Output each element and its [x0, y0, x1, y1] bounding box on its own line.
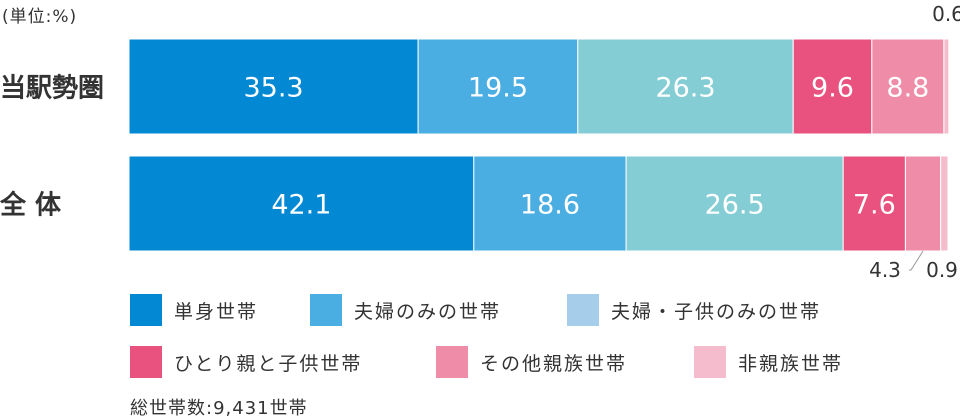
bar-segment	[473, 155, 627, 252]
category-label: 全 体	[0, 190, 62, 221]
data-label: 18.6	[520, 190, 580, 221]
legend-swatch	[436, 346, 468, 378]
data-label: 42.1	[271, 190, 331, 221]
legend-label: 単身世帯	[174, 300, 259, 323]
unit-label: (単位:%)	[2, 7, 78, 27]
leader-line	[909, 250, 924, 271]
bar-segment	[792, 38, 873, 135]
bar-segment	[625, 155, 844, 252]
legend-item-couple: 夫婦のみの世帯	[310, 294, 501, 326]
data-label: 35.3	[243, 73, 303, 104]
legend-label: 非親族世帯	[738, 352, 844, 375]
bar-segment	[128, 155, 475, 252]
legend-item-non-relatives: 非親族世帯	[694, 346, 843, 378]
data-label: 0.6	[932, 2, 960, 26]
data-label: 8.8	[886, 73, 929, 104]
category-label: 当駅勢圏	[0, 74, 104, 104]
legend-item-couple-children: 夫婦・子供のみの世帯	[567, 294, 821, 326]
legend-label: その他親族世帯	[480, 352, 628, 375]
bar-segment	[904, 155, 942, 252]
data-label: 7.6	[853, 190, 896, 221]
data-label: 26.3	[655, 73, 715, 104]
legend-swatch	[130, 294, 162, 326]
legend-swatch	[694, 346, 726, 378]
data-label: 0.9	[926, 258, 958, 282]
bar-segment	[940, 155, 949, 252]
bar-segment	[128, 38, 419, 135]
total-households-note: 総世帯数:9,431世帯	[130, 398, 308, 419]
data-label: 19.5	[468, 73, 528, 104]
data-label: 9.6	[811, 73, 854, 104]
legend-label: ひとり親と子供世帯	[174, 352, 363, 375]
legend-swatch	[310, 294, 342, 326]
legend-item-single-parent: ひとり親と子供世帯	[130, 346, 362, 378]
legend-label: 夫婦・子供のみの世帯	[611, 300, 822, 323]
data-label: 26.5	[705, 190, 765, 221]
data-label: 4.3	[869, 258, 901, 282]
legend-swatch	[130, 346, 162, 378]
bar-segment	[417, 38, 579, 135]
bar-segment	[871, 38, 945, 135]
bar-segment	[943, 38, 950, 135]
legend-item-single: 単身世帯	[130, 294, 258, 326]
legend-swatch	[567, 294, 599, 326]
legend-item-other-relatives: その他親族世帯	[436, 346, 627, 378]
legend-label: 夫婦のみの世帯	[354, 300, 502, 323]
